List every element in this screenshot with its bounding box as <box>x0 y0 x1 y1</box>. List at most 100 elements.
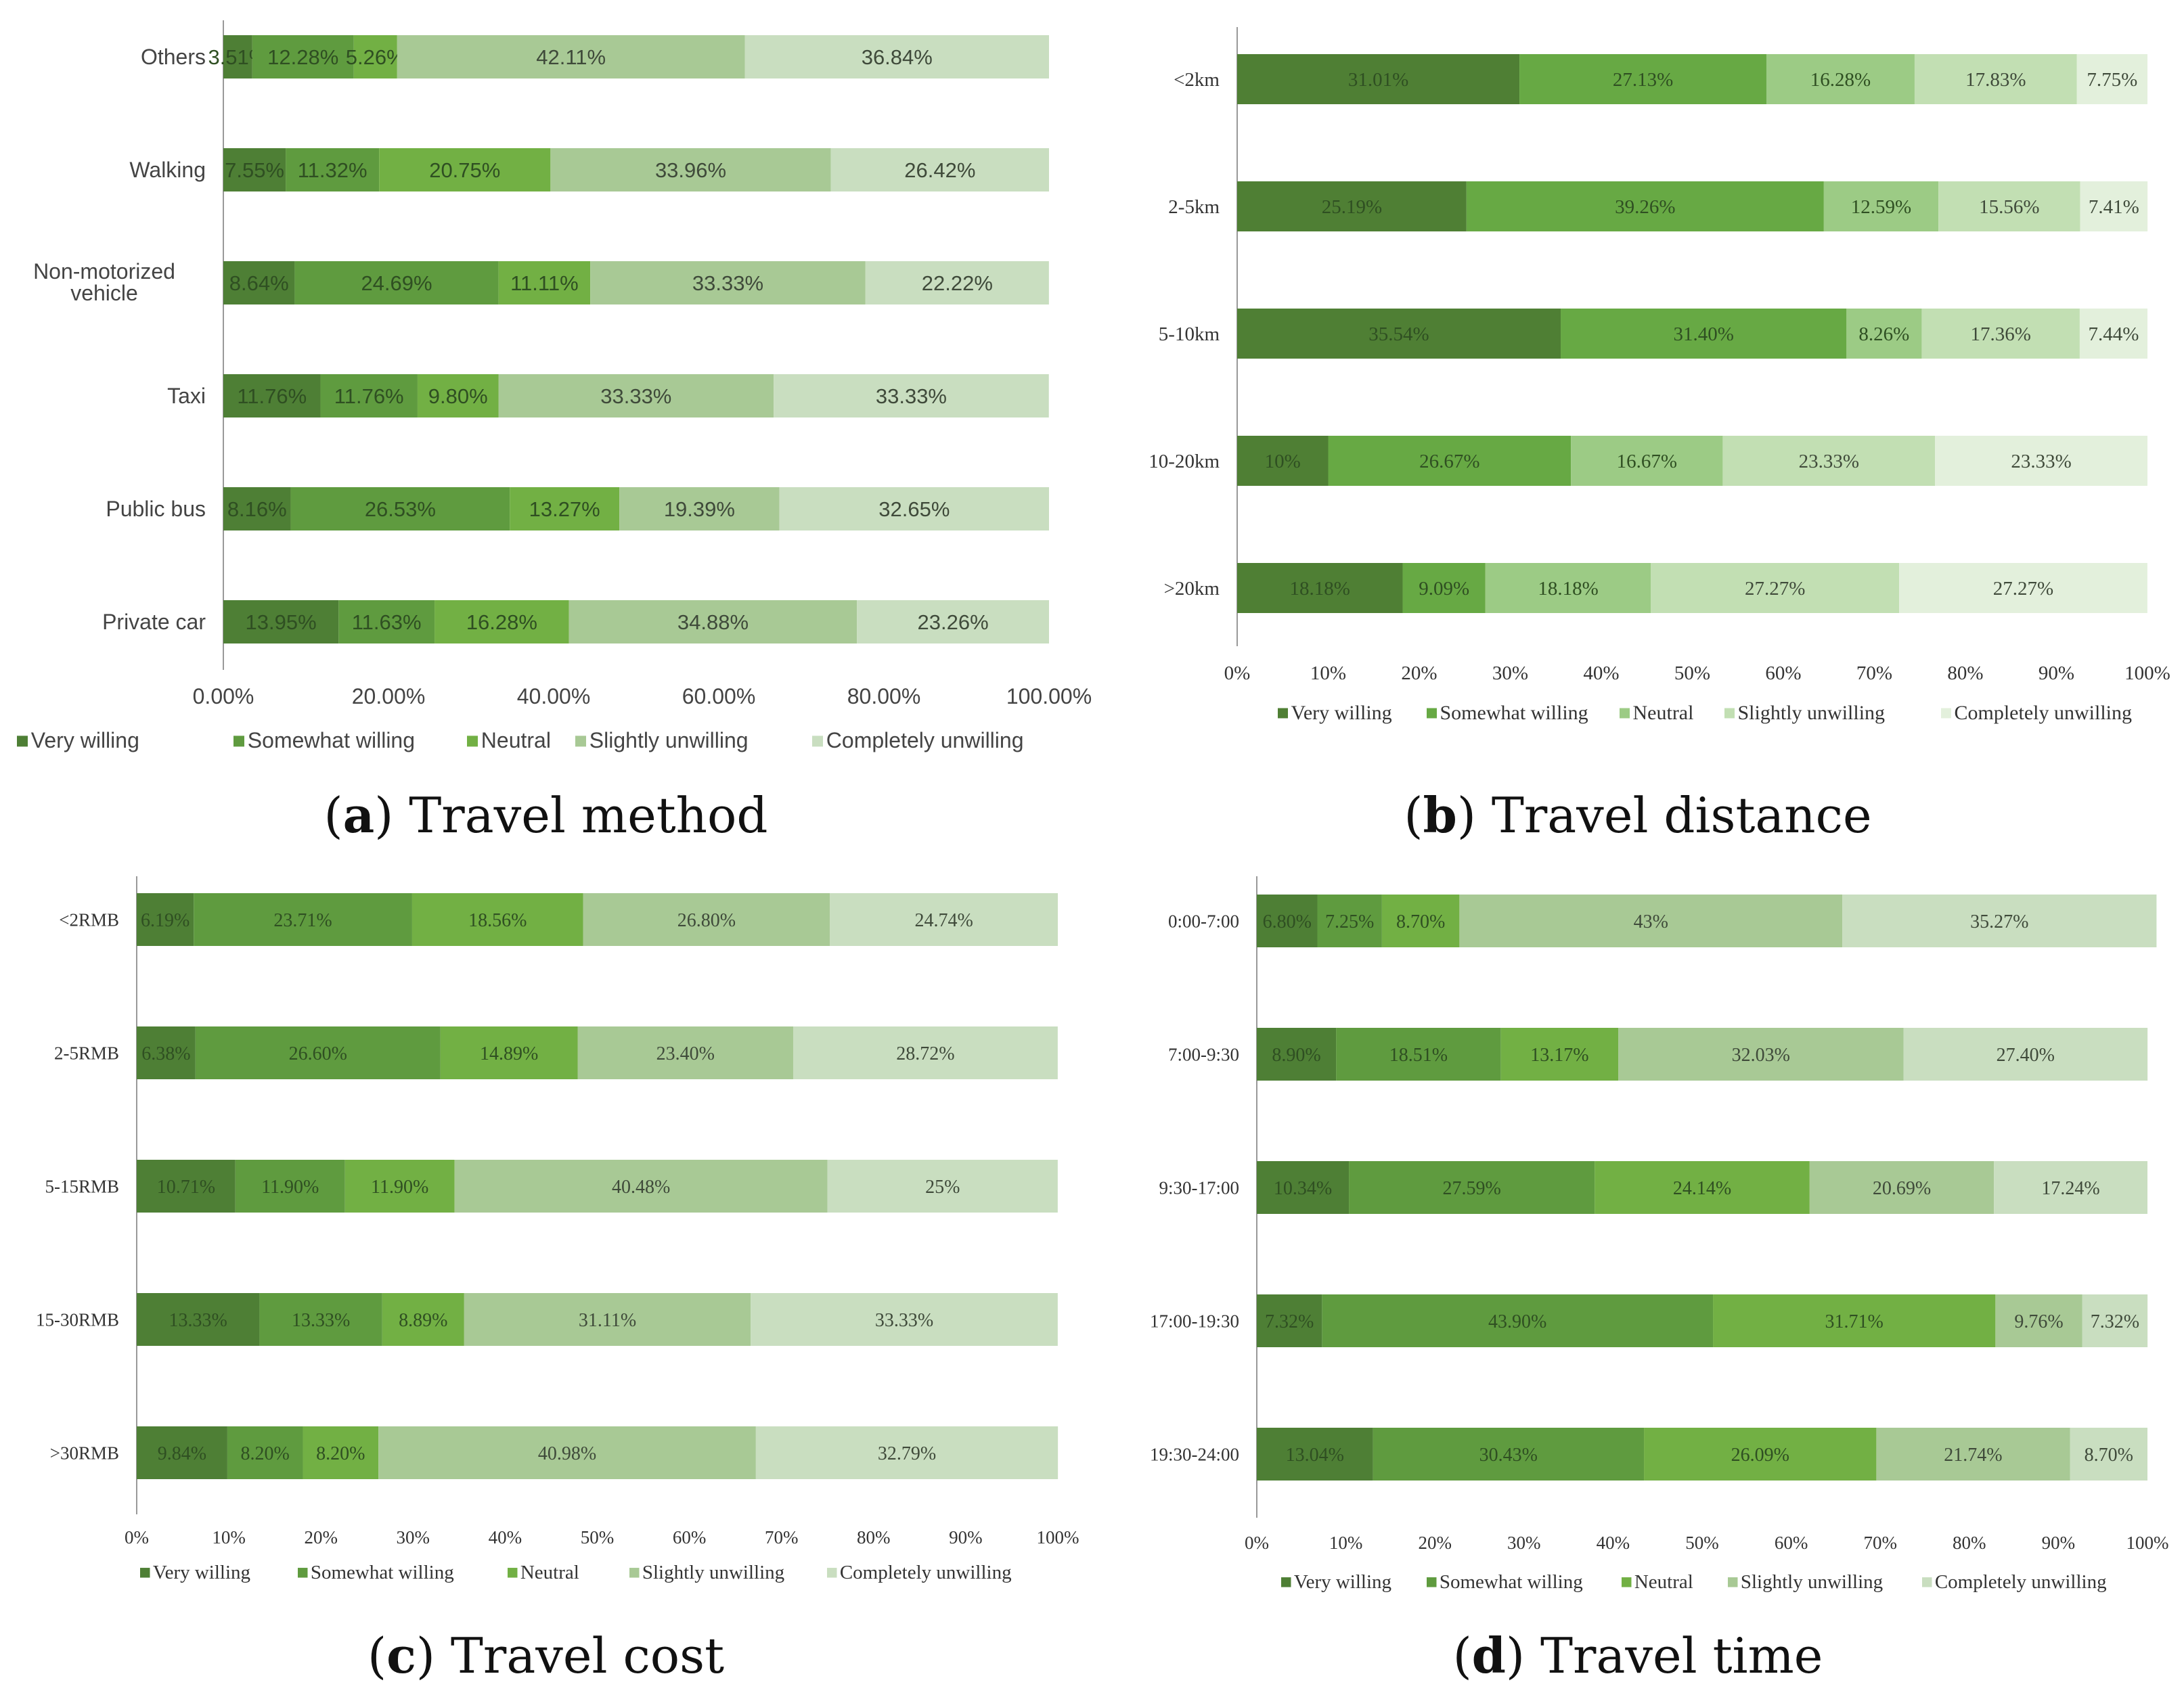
data-label: 40.48% <box>612 1177 670 1198</box>
x-tick-label: 50% <box>1674 662 1710 684</box>
legend-swatch <box>233 736 244 747</box>
bar-segment <box>397 35 745 78</box>
data-label: 8.70% <box>2085 1445 2133 1466</box>
bar-segment <box>577 1026 793 1079</box>
data-label: 18.51% <box>1389 1045 1448 1066</box>
data-label: 6.80% <box>1263 911 1312 932</box>
bar-segment <box>379 148 551 191</box>
data-label: 33.33% <box>876 384 947 408</box>
bar-segment <box>1519 54 1766 104</box>
legend-swatch <box>140 1568 150 1578</box>
legend-label: Neutral <box>481 728 551 752</box>
bar-segment <box>1713 1294 1996 1347</box>
legend-label: Neutral <box>520 1562 579 1583</box>
data-label: 26.42% <box>904 158 975 182</box>
bar-segment <box>1618 1028 1904 1081</box>
category-label: 9:30-17:00 <box>1159 1177 1240 1198</box>
data-label: 30.43% <box>1479 1445 1538 1466</box>
data-label: 25.19% <box>1322 196 1382 218</box>
data-label: 34.88% <box>677 610 749 634</box>
data-label: 8.70% <box>1396 911 1445 932</box>
bar-segment <box>417 374 499 417</box>
data-label: 18.56% <box>468 910 527 931</box>
x-tick-label: 80% <box>857 1527 891 1547</box>
x-tick-label: 40% <box>1597 1533 1630 1553</box>
bar-segment <box>1257 895 1318 947</box>
x-tick-label: 20% <box>1418 1533 1452 1553</box>
bar-segment <box>411 893 583 946</box>
caption-a: (a) Travel method <box>324 786 768 844</box>
bar-segment <box>1994 1161 2147 1214</box>
bar-segment <box>1809 1161 1994 1214</box>
chart-travel-method: 0.00% 20.00% 40.00% 60.00% 80.00% 100.00% Othe… <box>17 20 1092 752</box>
bar-segment <box>259 1293 382 1346</box>
legend-swatch <box>298 1568 308 1578</box>
data-label: 13.33% <box>169 1310 227 1331</box>
x-tick-label: 40.00% <box>517 684 591 708</box>
category-label: <2km <box>1174 69 1220 91</box>
x-tick-label: 20% <box>304 1527 338 1547</box>
legend-label: Very willing <box>153 1562 250 1583</box>
bar-segment <box>1237 563 1403 613</box>
data-label: 8.20% <box>241 1443 290 1464</box>
bar-segment <box>1336 1028 1501 1081</box>
x-tick-label: 40% <box>1583 662 1619 684</box>
bar-segment <box>252 35 354 78</box>
legend-label: Completely unwilling <box>840 1562 1012 1583</box>
caption-b-text: Travel distance <box>1491 787 1872 844</box>
data-label: 8.26% <box>1858 323 1909 345</box>
bar-segment <box>344 1160 455 1213</box>
data-label: 8.16% <box>227 497 287 521</box>
data-label: 23.33% <box>1799 451 1859 472</box>
data-label: 20.69% <box>1873 1178 1931 1199</box>
bar-segment <box>1595 1161 1810 1214</box>
data-label: 35.27% <box>1970 911 2028 932</box>
bar-segment <box>286 148 380 191</box>
bar-segment <box>382 1293 464 1346</box>
category-label: <2RMB <box>59 909 119 930</box>
bar-segment <box>1349 1161 1595 1214</box>
x-tick-label: 60% <box>673 1527 707 1547</box>
data-label: 31.11% <box>579 1310 636 1331</box>
data-label: 11.90% <box>371 1177 428 1198</box>
data-label: 21.74% <box>1944 1445 2002 1466</box>
bar-segment <box>774 374 1049 417</box>
legend-swatch <box>1278 708 1288 719</box>
x-tick-label: 30% <box>1492 662 1528 684</box>
data-label: 18.18% <box>1290 578 1350 600</box>
data-label: 9.09% <box>1419 578 1469 600</box>
bar-segment <box>1317 895 1382 947</box>
data-label: 7.44% <box>2089 323 2139 345</box>
data-label: 11.63% <box>352 610 422 634</box>
bar-segment <box>223 261 295 304</box>
x-tick-label: 100.00% <box>1006 684 1092 708</box>
bar-segment <box>1935 436 2147 486</box>
data-label: 12.59% <box>1851 196 1911 218</box>
data-label: 7.75% <box>2087 69 2137 91</box>
data-label: 13.04% <box>1286 1445 1344 1466</box>
data-label: 16.28% <box>466 610 537 634</box>
legend-swatch <box>1724 708 1735 719</box>
data-label: 24.14% <box>1673 1178 1731 1199</box>
data-label: 26.09% <box>1731 1445 1789 1466</box>
data-label: 7.25% <box>1325 911 1374 932</box>
data-label: 40.98% <box>538 1443 596 1464</box>
bar-segment <box>1903 1028 2148 1081</box>
bar-segment <box>1257 1028 1337 1081</box>
x-tick-label: 90% <box>2042 1533 2076 1553</box>
x-tick-label: 0.00% <box>193 684 254 708</box>
data-label: 7.32% <box>2091 1311 2139 1332</box>
bar-segment <box>137 1160 236 1213</box>
bar-segment <box>830 893 1058 946</box>
data-label: 17.36% <box>1970 323 2030 345</box>
legend-label: Slightly unwilling <box>1741 1571 1883 1593</box>
data-label: 7.55% <box>225 158 284 182</box>
data-label: 39.26% <box>1615 196 1675 218</box>
x-tick-label: 50% <box>581 1527 615 1547</box>
category-label: 17:00-19:30 <box>1150 1311 1239 1331</box>
legend-label: Neutral <box>1633 702 1694 724</box>
bar-segment <box>223 487 291 530</box>
bar-segment <box>1921 309 2080 359</box>
data-label: 33.96% <box>655 158 726 182</box>
